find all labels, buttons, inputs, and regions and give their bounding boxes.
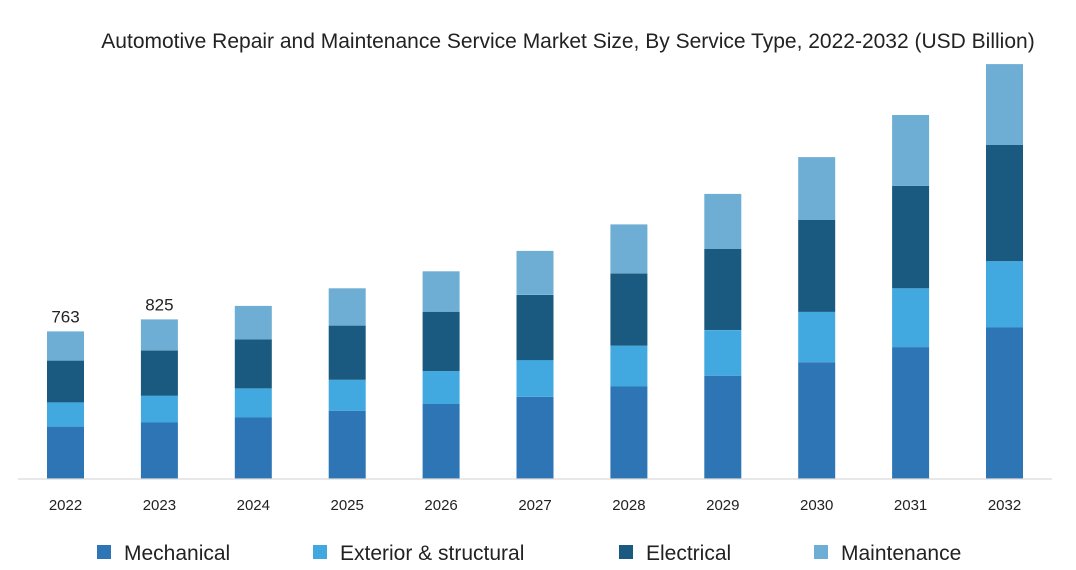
bar-mechanical-2025 <box>328 410 366 479</box>
bar-stack-2025 <box>328 288 366 479</box>
bars-layer <box>47 64 1023 479</box>
bar-stack-2026 <box>422 271 460 479</box>
bar-maintenance-2023 <box>140 319 178 351</box>
x-tick-label-2027: 2027 <box>518 497 551 514</box>
bar-maintenance-2029 <box>704 193 742 249</box>
bar-electrical-2024 <box>234 339 272 389</box>
bar-exterior-and-structural-2030 <box>798 311 836 363</box>
bar-exterior-and-structural-2024 <box>234 388 272 418</box>
bar-exterior-and-structural-2022 <box>47 402 84 427</box>
x-tick-label-2032: 2032 <box>988 497 1021 514</box>
bar-mechanical-2029 <box>704 375 742 479</box>
bar-electrical-2027 <box>516 294 554 361</box>
bar-maintenance-2028 <box>610 224 648 274</box>
legend-item-exterior-and-structural: Exterior & structural <box>313 542 524 565</box>
bar-maintenance-2022 <box>47 331 84 361</box>
bar-exterior-and-structural-2025 <box>328 379 366 411</box>
x-tick-label-2030: 2030 <box>800 497 833 514</box>
bar-mechanical-2027 <box>516 396 554 479</box>
legend: Mechanical Exterior & structural Electrica… <box>97 542 961 565</box>
bar-exterior-and-structural-2032 <box>986 261 1023 328</box>
bar-exterior-and-structural-2028 <box>610 345 648 387</box>
legend-label-maintenance: Maintenance <box>841 542 961 565</box>
bar-mechanical-2030 <box>798 362 836 479</box>
data-label-2023: 825 <box>145 295 173 314</box>
bar-exterior-and-structural-2023 <box>140 395 178 423</box>
x-tick-label-2029: 2029 <box>706 497 739 514</box>
bar-stack-2029 <box>704 193 742 479</box>
bar-stack-2031 <box>892 115 930 479</box>
x-tick-label-2022: 2022 <box>49 497 82 514</box>
bar-mechanical-2023 <box>140 422 178 479</box>
bar-stack-2030 <box>798 157 836 479</box>
bar-maintenance-2025 <box>328 288 366 326</box>
x-tick-label-2026: 2026 <box>424 497 457 514</box>
legend-swatch-mechanical <box>97 545 111 559</box>
bar-maintenance-2027 <box>516 250 554 295</box>
bar-exterior-and-structural-2026 <box>422 371 460 404</box>
bar-stack-2023 <box>140 319 178 479</box>
x-tick-label-2031: 2031 <box>894 497 927 514</box>
legend-label-mechanical: Mechanical <box>124 542 230 565</box>
data-labels: 763 825 <box>51 295 173 326</box>
bar-stack-2027 <box>516 250 554 479</box>
bar-maintenance-2031 <box>892 115 930 186</box>
legend-swatch-exterior-and-structural <box>313 545 327 559</box>
x-tick-label-2023: 2023 <box>143 497 176 514</box>
legend-item-maintenance: Maintenance <box>814 542 961 565</box>
x-tick-label-2025: 2025 <box>331 497 364 514</box>
bar-mechanical-2024 <box>234 417 272 479</box>
legend-item-mechanical: Mechanical <box>97 542 230 565</box>
bar-electrical-2025 <box>328 325 366 380</box>
bar-stack-2032 <box>986 64 1023 479</box>
x-tick-labels: 2022 2023 2024 2025 2026 2027 2028 2029 2030 2031… <box>49 497 1021 514</box>
chart-title: Automotive Repair and Maintenance Servic… <box>101 30 1034 53</box>
bar-maintenance-2030 <box>798 157 836 220</box>
bar-mechanical-2026 <box>422 404 460 479</box>
bar-stack-2022 <box>47 331 84 479</box>
bar-electrical-2023 <box>140 350 178 396</box>
bar-stack-2024 <box>234 305 272 479</box>
bar-electrical-2028 <box>610 273 648 346</box>
bar-electrical-2026 <box>422 311 460 372</box>
bar-electrical-2030 <box>798 220 836 312</box>
bar-maintenance-2024 <box>234 305 272 340</box>
bar-exterior-and-structural-2027 <box>516 360 554 397</box>
legend-label-electrical: Electrical <box>646 542 731 565</box>
bar-mechanical-2031 <box>892 347 930 479</box>
legend-item-electrical: Electrical <box>619 542 731 565</box>
bar-maintenance-2026 <box>422 271 460 312</box>
bar-stack-2028 <box>610 224 648 479</box>
legend-label-exterior-and-structural: Exterior & structural <box>340 542 524 565</box>
bar-mechanical-2022 <box>47 426 84 479</box>
bar-electrical-2022 <box>47 360 84 403</box>
legend-swatch-maintenance <box>814 545 828 559</box>
bar-electrical-2032 <box>986 145 1023 262</box>
bar-maintenance-2032 <box>986 64 1023 145</box>
legend-swatch-electrical <box>619 545 633 559</box>
x-tick-label-2024: 2024 <box>237 497 270 514</box>
bar-exterior-and-structural-2031 <box>892 288 930 348</box>
bar-exterior-and-structural-2029 <box>704 330 742 376</box>
x-tick-label-2028: 2028 <box>612 497 645 514</box>
data-label-2022: 763 <box>51 307 79 326</box>
bar-electrical-2031 <box>892 185 930 289</box>
bar-mechanical-2028 <box>610 386 648 479</box>
bar-mechanical-2032 <box>986 327 1023 479</box>
bar-electrical-2029 <box>704 249 742 330</box>
